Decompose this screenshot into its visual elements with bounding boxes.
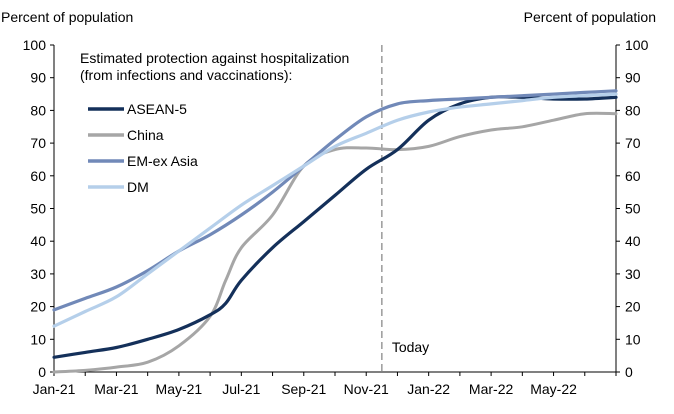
y-tick-label-left: 10: [30, 331, 46, 347]
y-tick-label-left: 60: [30, 168, 46, 184]
y-tick-label-right: 30: [625, 266, 641, 282]
x-tick-label: Sep-21: [281, 381, 326, 397]
x-tick-label: Jul-21: [222, 381, 260, 397]
legend-label-dm: DM: [127, 179, 149, 195]
y-tick-label-left: 90: [30, 70, 46, 86]
y-tick-label-right: 10: [625, 331, 641, 347]
y-tick-label-right: 100: [625, 37, 649, 53]
y-tick-label-left: 70: [30, 135, 46, 151]
series-line-em-ex-asia: [52, 89, 618, 312]
x-tick-label: Nov-21: [344, 381, 389, 397]
today-label: Today: [392, 339, 429, 355]
y-tick-label-left: 100: [23, 37, 47, 53]
y-tick-label-right: 40: [625, 233, 641, 249]
y-tick-label-right: 60: [625, 168, 641, 184]
x-tick-label: May-21: [156, 381, 203, 397]
y-tick-label-right: 20: [625, 299, 641, 315]
x-tick-label: Jan-21: [33, 381, 76, 397]
y-tick-label-right: 90: [625, 70, 641, 86]
x-tick-label: Mar-21: [94, 381, 139, 397]
y-tick-label-left: 40: [30, 233, 46, 249]
y-tick-label-left: 30: [30, 266, 46, 282]
y-tick-label-left: 0: [38, 364, 46, 380]
y-tick-label-left: 80: [30, 102, 46, 118]
legend-label-china: China: [127, 127, 164, 143]
y-tick-label-left: 50: [30, 201, 46, 217]
series-line-dm: [52, 92, 618, 328]
y-tick-label-right: 80: [625, 102, 641, 118]
legend-label-asean-5: ASEAN-5: [127, 101, 187, 117]
right-axis-title: Percent of population: [523, 9, 656, 25]
y-tick-label-left: 20: [30, 299, 46, 315]
x-tick-label: May-22: [530, 381, 577, 397]
y-tick-label-right: 50: [625, 201, 641, 217]
left-axis-title: Percent of population: [1, 9, 134, 25]
x-tick-label: Mar-22: [469, 381, 514, 397]
legend-subtitle: (from infections and vaccinations):: [80, 67, 292, 83]
y-tick-label-right: 70: [625, 135, 641, 151]
legend-label-em-ex-asia: EM-ex Asia: [127, 153, 198, 169]
x-tick-label: Jan-22: [407, 381, 450, 397]
legend-title: Estimated protection against hospitaliza…: [80, 50, 349, 66]
y-tick-label-right: 0: [625, 364, 633, 380]
